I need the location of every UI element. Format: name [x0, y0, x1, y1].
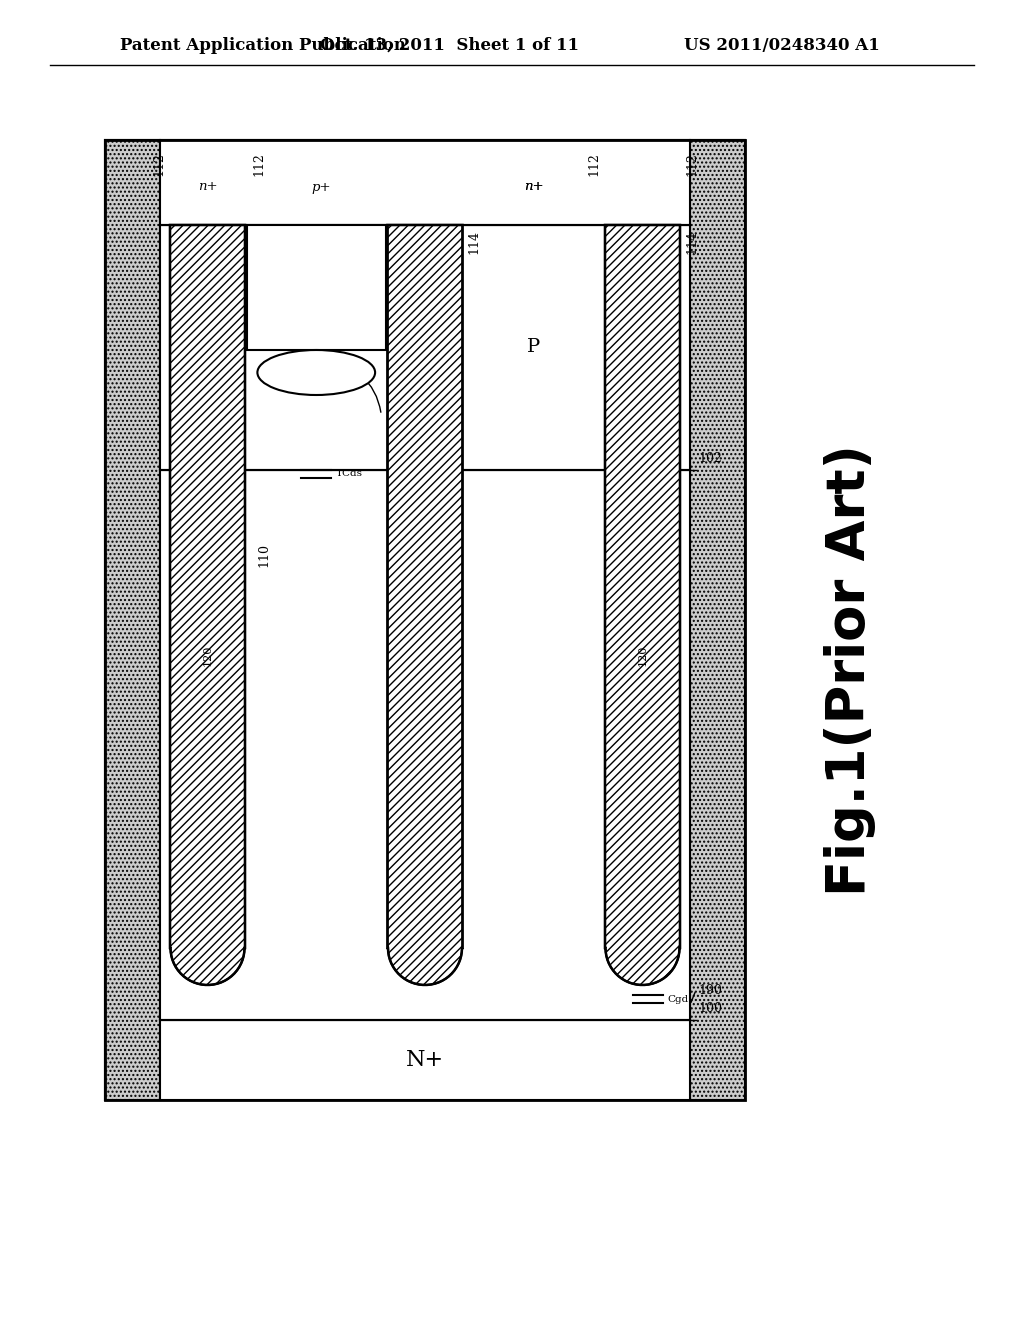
Text: 120: 120	[638, 644, 647, 665]
Text: 112: 112	[152, 152, 165, 176]
Text: 112: 112	[252, 152, 265, 176]
Text: N: N	[416, 734, 435, 756]
Bar	[105, 140, 745, 1100]
Text: 112: 112	[587, 152, 600, 176]
Text: 110: 110	[631, 502, 644, 525]
Bar	[160, 470, 690, 1020]
Bar	[690, 140, 745, 1100]
Bar	[160, 140, 690, 224]
Text: p+: p+	[311, 181, 331, 194]
Ellipse shape	[257, 350, 375, 395]
Text: 102: 102	[698, 451, 722, 465]
Text: 120: 120	[203, 644, 213, 665]
Bar	[160, 1020, 690, 1100]
Text: 100: 100	[698, 1002, 722, 1015]
Text: Patent Application Publication: Patent Application Publication	[120, 37, 406, 54]
Text: 110: 110	[257, 543, 270, 568]
Text: 114: 114	[250, 230, 263, 253]
Text: US 2011/0248340 A1: US 2011/0248340 A1	[684, 37, 880, 54]
Text: 116: 116	[386, 418, 411, 432]
PathPatch shape	[605, 224, 680, 985]
Text: TCds: TCds	[336, 470, 364, 478]
Text: 112: 112	[685, 152, 698, 176]
Text: N+: N+	[406, 1049, 444, 1071]
PathPatch shape	[170, 224, 245, 985]
Bar	[105, 140, 160, 1100]
Text: 122: 122	[169, 263, 181, 286]
Text: n+: n+	[198, 181, 217, 194]
Text: Fig.1(Prior Art): Fig.1(Prior Art)	[824, 444, 876, 896]
Text: 118: 118	[289, 271, 313, 284]
Bar	[105, 140, 745, 1100]
PathPatch shape	[387, 224, 463, 985]
Text: 190: 190	[698, 983, 722, 997]
Text: n+: n+	[524, 181, 544, 194]
Text: 114: 114	[685, 230, 698, 253]
Text: 114: 114	[468, 230, 480, 253]
Text: n+: n+	[524, 181, 544, 194]
Bar	[160, 224, 690, 470]
Text: P: P	[527, 338, 541, 356]
Bar	[247, 224, 385, 350]
Text: Oct. 13, 2011  Sheet 1 of 11: Oct. 13, 2011 Sheet 1 of 11	[321, 37, 580, 54]
Text: Cgd: Cgd	[668, 994, 689, 1003]
